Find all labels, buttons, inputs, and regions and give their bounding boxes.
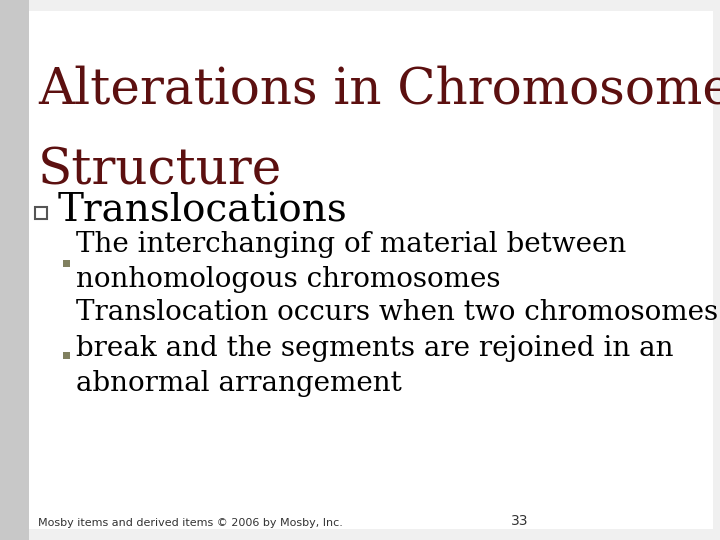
Text: Alterations in Chromosome: Alterations in Chromosome (38, 65, 720, 114)
Text: Mosby items and derived items © 2006 by Mosby, Inc.: Mosby items and derived items © 2006 by … (38, 518, 343, 528)
Bar (63, 352, 71, 359)
Text: Translocation occurs when two chromosomes
break and the segments are rejoined in: Translocation occurs when two chromosome… (76, 299, 719, 397)
Bar (35, 207, 48, 219)
Text: Translocations: Translocations (57, 192, 347, 229)
Bar (63, 260, 71, 267)
Text: 33: 33 (511, 514, 528, 528)
Text: Structure: Structure (38, 146, 282, 195)
Text: The interchanging of material between
nonhomologous chromosomes: The interchanging of material between no… (76, 231, 626, 293)
